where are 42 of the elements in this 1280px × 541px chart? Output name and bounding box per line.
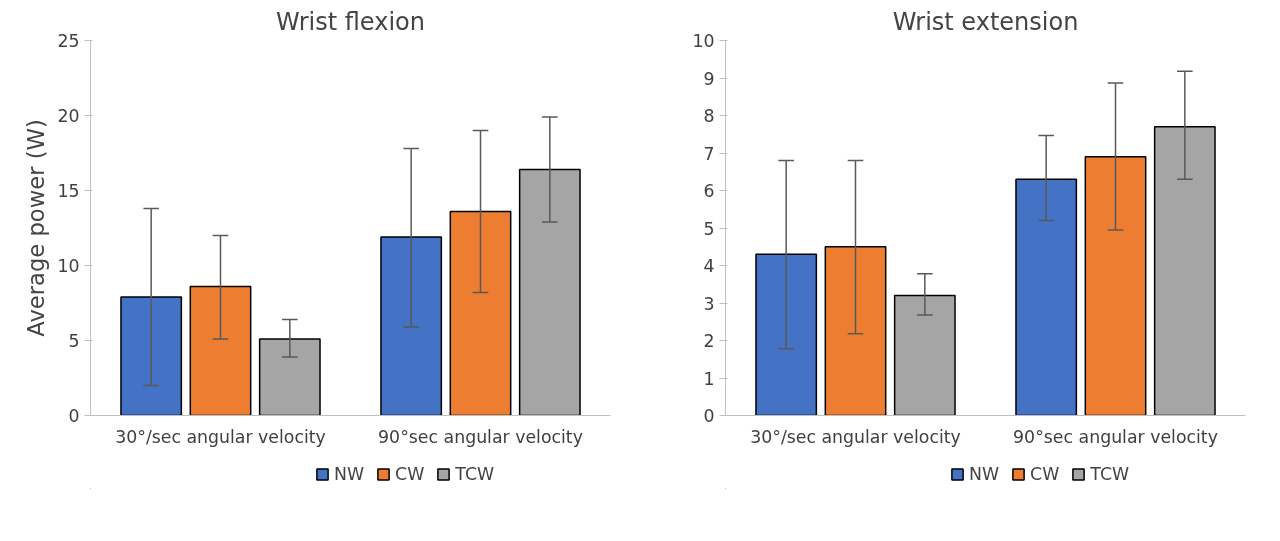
bar — [258, 338, 321, 416]
legend-label: NW — [334, 464, 365, 484]
bar — [449, 210, 512, 416]
legend-label: TCW — [455, 464, 495, 484]
y-tick-label: 20 — [57, 106, 80, 126]
bar — [189, 285, 252, 416]
y-tick-label: 8 — [703, 106, 715, 126]
legend-label: CW — [1030, 464, 1060, 484]
x-tick-label: 90°sec angular velocity — [1013, 426, 1218, 447]
chart-title: Wrist flexion — [276, 7, 425, 36]
y-axis-title: Average power (W) — [23, 119, 50, 337]
bar — [1084, 156, 1147, 416]
y-tick-label: 2 — [703, 331, 715, 351]
y-tick-label: 9 — [703, 68, 715, 89]
y-tick-label: 10 — [57, 256, 80, 276]
bar — [893, 294, 956, 416]
y-tick-label: 0 — [703, 406, 715, 426]
y-tick-label: 6 — [703, 181, 715, 201]
legend-label: CW — [395, 464, 425, 484]
legend-label: NW — [969, 464, 1000, 484]
bar — [1015, 178, 1078, 416]
bar — [120, 296, 183, 416]
y-tick-label: 7 — [703, 143, 715, 164]
bar — [824, 246, 887, 416]
y-tick-label: 10 — [692, 31, 715, 51]
bar — [518, 168, 581, 416]
y-tick-label: 25 — [57, 31, 80, 51]
bar — [755, 253, 818, 416]
y-tick-label: 1 — [703, 368, 715, 389]
y-tick-label: 3 — [703, 293, 715, 314]
x-tick-label: 30°/sec angular velocity — [115, 426, 326, 447]
bar — [380, 236, 443, 416]
y-tick-label: 4 — [703, 256, 715, 276]
x-tick-label: 30°/sec angular velocity — [750, 426, 961, 447]
bar — [1153, 126, 1216, 416]
y-tick-label: 5 — [703, 218, 715, 239]
chart-title: Wrist extension — [892, 7, 1079, 36]
y-tick-label: 15 — [57, 181, 80, 201]
x-tick-label: 90°sec angular velocity — [378, 426, 583, 447]
legend-label: TCW — [1090, 464, 1130, 484]
y-tick-label: 5 — [68, 331, 80, 351]
y-tick-label: 0 — [68, 406, 80, 426]
